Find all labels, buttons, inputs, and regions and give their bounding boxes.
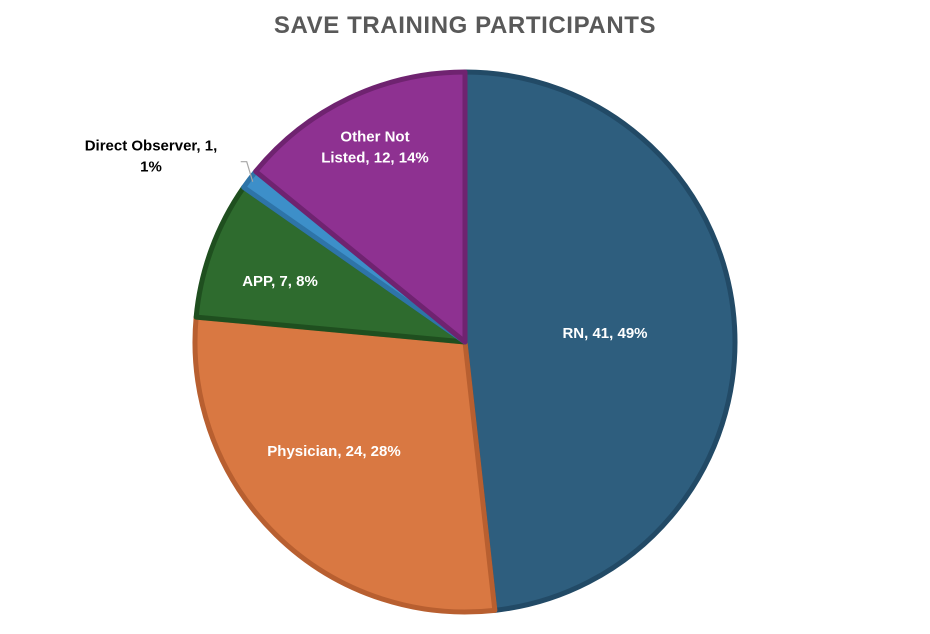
slice-label-physician: Physician, 24, 28% [267,443,400,460]
pie-slices [192,69,738,615]
leader-line-direct-observer [240,161,254,182]
chart-title: SAVE TRAINING PARTICIPANTS [273,12,657,39]
pie-slice-rn [462,69,738,613]
slice-label-other-not-listed: Other Not Listed, 12, 14% [321,129,429,167]
slice-label-direct-observer: Direct Observer, 1, 1% [85,138,218,176]
slice-label-rn: RN, 41, 49% [562,325,647,342]
slice-labels: RN, 41, 49% Physician, 24, 28% APP, 7, 8% D… [85,129,648,461]
pie-slice-app [193,184,468,345]
pie-slice-other-not-listed [253,69,468,345]
pie-slice-physician [192,314,498,615]
slice-label-app: APP, 7, 8% [242,273,318,290]
leader-lines [240,161,254,182]
